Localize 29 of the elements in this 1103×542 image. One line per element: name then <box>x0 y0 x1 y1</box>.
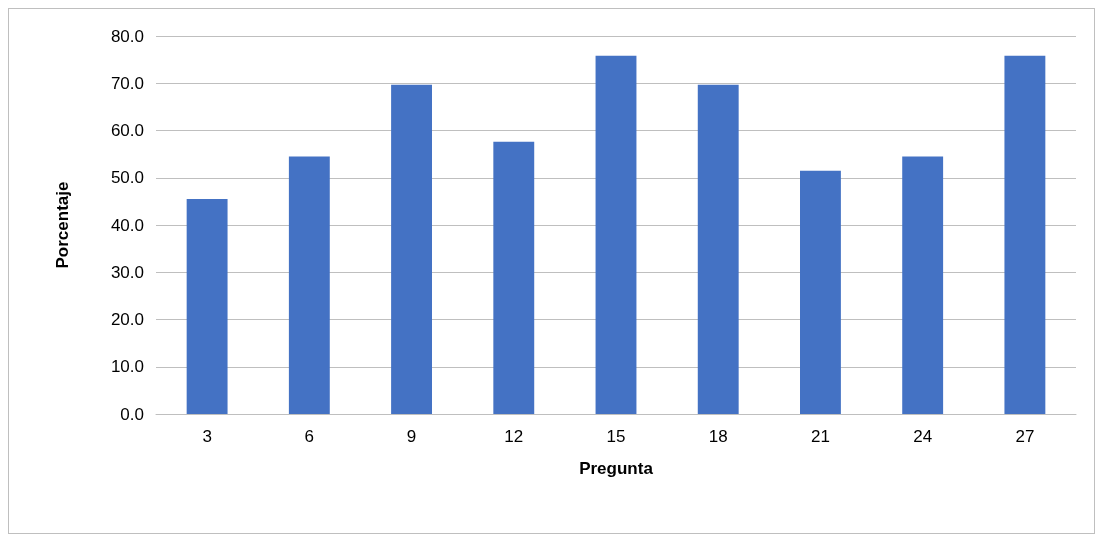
bar <box>800 170 841 414</box>
x-tick-label: 3 <box>202 427 212 446</box>
bar <box>902 156 944 414</box>
x-tick-label: 27 <box>1015 427 1035 446</box>
x-tick-label: 15 <box>606 427 626 446</box>
x-tick-label: 24 <box>913 427 933 446</box>
bar <box>1004 55 1046 414</box>
y-tick-label: 60.0 <box>110 121 144 140</box>
y-tick-label: 30.0 <box>110 262 144 282</box>
y-axis-title: Porcentaje <box>53 181 72 269</box>
bar <box>288 156 330 414</box>
bar <box>391 84 432 414</box>
x-tick-label: 12 <box>504 427 524 446</box>
x-tick-label: 21 <box>810 427 830 446</box>
y-tick-label: 70.0 <box>110 73 144 93</box>
y-tick-label: 50.0 <box>110 168 144 188</box>
x-tick-label: 18 <box>708 427 728 446</box>
bar <box>697 84 739 414</box>
bar <box>186 199 228 414</box>
y-tick-label: 10.0 <box>110 357 144 377</box>
x-tick-label: 6 <box>304 427 315 446</box>
y-tick-label: 40.0 <box>110 215 144 235</box>
x-axis-title: Pregunta <box>579 459 654 478</box>
y-tick-label: 20.0 <box>110 310 144 329</box>
y-tick-label: 80.0 <box>110 26 144 46</box>
x-tick-label: 9 <box>406 427 417 446</box>
bar <box>595 55 637 414</box>
bar <box>493 141 535 414</box>
y-tick-label: 0.0 <box>120 404 144 424</box>
